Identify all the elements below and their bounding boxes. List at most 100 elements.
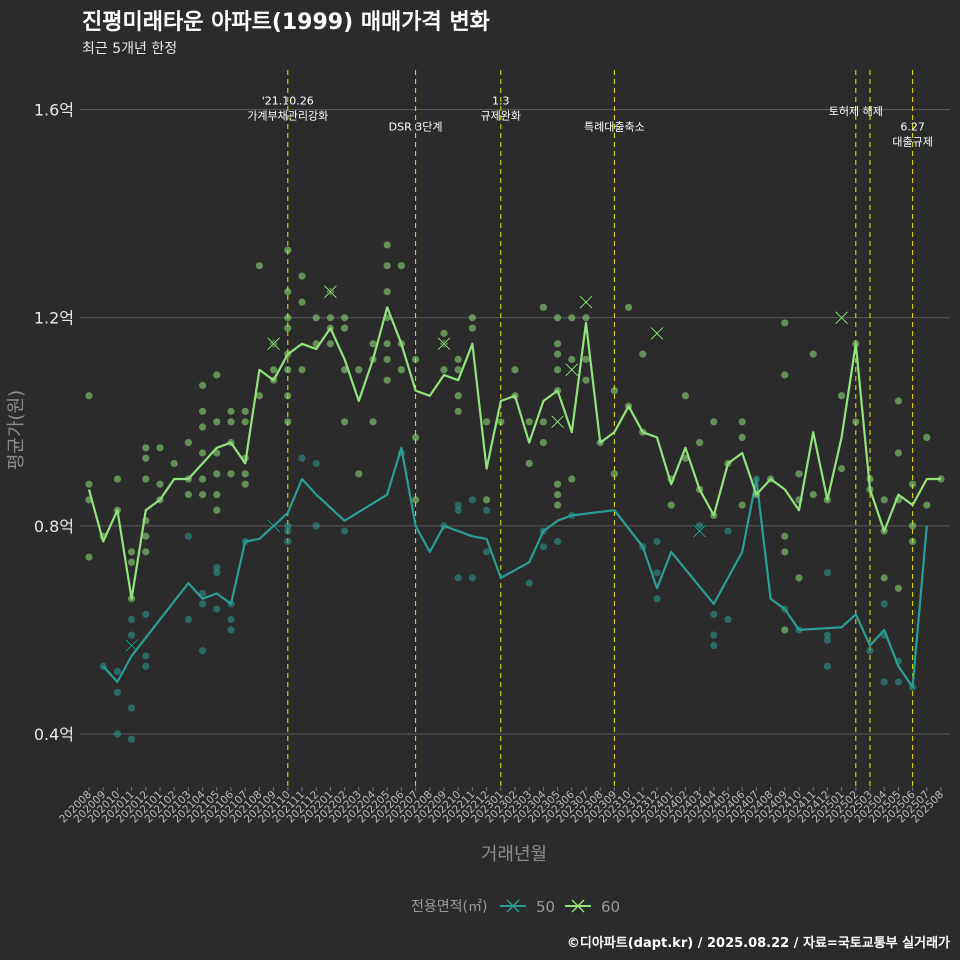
scatter-point-60	[128, 558, 136, 566]
scatter-point-60	[199, 423, 207, 431]
scatter-point-50	[468, 496, 476, 504]
event-label: 1.3	[492, 94, 510, 107]
scatter-point-50	[113, 667, 121, 676]
scatter-point-60	[383, 376, 391, 384]
scatter-point-60	[454, 366, 462, 374]
scatter-point-60	[170, 459, 178, 468]
scatter-point-60	[554, 366, 562, 374]
scatter-point-60	[454, 407, 462, 415]
scatter-point-60	[554, 480, 562, 488]
cross-marker-60	[267, 337, 280, 351]
scatter-point-50	[823, 662, 832, 670]
scatter-point-60	[412, 433, 420, 442]
scatter-point-60	[341, 418, 349, 426]
scatter-point-60	[610, 386, 619, 395]
scatter-point-60	[483, 418, 491, 426]
chart-subtitle: 최근 5개년 한정	[82, 41, 177, 57]
scatter-point-60	[227, 470, 235, 478]
scatter-point-60	[255, 392, 263, 400]
scatter-point-50	[653, 595, 661, 603]
y-tick-label: 0.8억	[34, 517, 74, 536]
scatter-point-60	[412, 355, 420, 363]
scatter-point-60	[383, 288, 391, 296]
scatter-point-60	[639, 350, 647, 358]
scatter-point-60	[568, 314, 576, 322]
scatter-point-60	[625, 303, 633, 311]
scatter-point-60	[85, 392, 93, 400]
scatter-point-50	[128, 615, 136, 624]
scatter-point-50	[184, 532, 192, 540]
scatter-point-60	[909, 522, 917, 530]
scatter-point-50	[298, 454, 306, 462]
scatter-point-60	[525, 418, 533, 426]
scatter-point-60	[923, 501, 931, 509]
cross-marker-60	[437, 337, 451, 351]
scatter-point-50	[284, 527, 292, 535]
event-label: '21.10.26	[262, 94, 314, 107]
scatter-point-50	[128, 735, 136, 743]
scatter-point-60	[554, 314, 562, 322]
scatter-point-60	[284, 288, 292, 296]
event-label: 규제완화	[481, 109, 521, 122]
scatter-point-60	[880, 574, 888, 582]
scatter-point-60	[582, 314, 590, 322]
scatter-point-50	[213, 569, 221, 577]
scatter-point-60	[255, 262, 263, 270]
scatter-point-60	[284, 392, 292, 400]
scatter-point-60	[923, 433, 931, 442]
scatter-point-50	[213, 563, 221, 572]
scatter-point-50	[880, 600, 888, 608]
scatter-point-50	[227, 615, 235, 624]
scatter-point-60	[809, 491, 817, 499]
cross-marker-60	[650, 326, 664, 340]
scatter-point-60	[483, 496, 491, 504]
legend-cross-50	[506, 899, 520, 913]
scatter-point-50	[142, 662, 150, 670]
scatter-point-60	[568, 355, 576, 363]
scatter-point-60	[355, 470, 363, 478]
scatter-point-50	[880, 678, 888, 686]
scatter-point-50	[894, 678, 903, 686]
scatter-point-60	[128, 548, 136, 556]
scatter-point-60	[539, 439, 548, 447]
cross-marker-50	[125, 639, 138, 652]
scatter-point-50	[128, 631, 136, 639]
scatter-point-60	[554, 350, 562, 358]
scatter-point-50	[284, 537, 292, 546]
scatter-point-60	[909, 480, 917, 488]
scatter-point-60	[781, 371, 789, 379]
y-tick-label: 0.4억	[34, 725, 74, 744]
scatter-point-60	[554, 491, 562, 499]
event-label: DSR 3단계	[389, 120, 443, 133]
scatter-point-60	[497, 418, 505, 426]
scatter-point-50	[483, 548, 491, 556]
scatter-point-50	[199, 647, 207, 655]
scatter-point-60	[284, 314, 292, 322]
scatter-point-50	[823, 636, 832, 644]
scatter-point-50	[468, 574, 476, 582]
scatter-point-50	[483, 506, 491, 514]
scatter-point-50	[823, 631, 832, 639]
legend-label-50: 50	[536, 898, 555, 916]
scatter-point-60	[795, 470, 803, 478]
scatter-point-60	[554, 501, 562, 509]
scatter-point-60	[284, 418, 292, 426]
scatter-point-50	[823, 569, 832, 577]
cross-marker-60	[324, 285, 337, 299]
cross-marker-50	[693, 524, 706, 538]
scatter-point-60	[710, 418, 718, 426]
scatter-point-50	[724, 527, 732, 535]
scatter-point-50	[213, 605, 221, 613]
scatter-point-50	[341, 527, 349, 535]
scatter-point-50	[454, 506, 462, 514]
scatter-point-60	[326, 340, 334, 348]
y-tick-label: 1.2억	[34, 309, 74, 328]
scatter-point-60	[270, 366, 278, 374]
event-label: 6.27	[900, 120, 925, 133]
scatter-point-60	[142, 532, 150, 540]
scatter-point-60	[781, 319, 789, 327]
scatter-point-50	[284, 522, 292, 530]
scatter-point-60	[284, 366, 292, 374]
scatter-point-60	[894, 449, 903, 457]
scatter-point-60	[227, 418, 235, 426]
